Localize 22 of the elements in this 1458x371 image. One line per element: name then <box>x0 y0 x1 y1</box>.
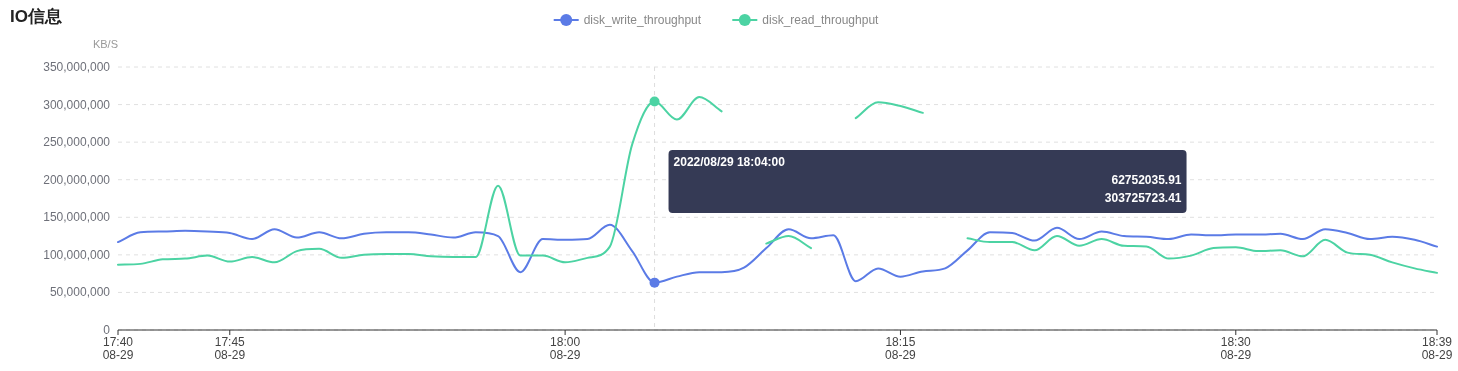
y-tick-label: 50,000,000 <box>49 285 111 300</box>
y-axis-title: KB/S <box>92 38 118 50</box>
annotation: 62752035.91 <box>1111 173 1182 187</box>
chart-title: IO信息 <box>10 7 62 26</box>
x-tick-label: 18:39 08-29 <box>1421 335 1453 362</box>
y-tick-label: 150,000,000 <box>43 210 111 225</box>
y-tick-label: 100,000,000 <box>43 247 111 262</box>
tooltip: 2022/08/29 18:04:00 62752035.91 303725723.41 <box>668 150 1187 213</box>
legend-label: disk_write_throughput <box>583 13 702 27</box>
legend-label: disk_read_throughput <box>762 13 880 27</box>
x-tick-label: 18:15 08-29 <box>885 335 917 362</box>
x-tick-label: 18:30 08-29 <box>1220 335 1252 362</box>
y-tick-label: 250,000,000 <box>43 135 111 150</box>
annotation: 2022/08/29 18:04:00 <box>673 155 786 169</box>
annotation: 303725723.41 <box>1104 191 1182 205</box>
x-tick-label: 17:40 08-29 <box>102 335 134 362</box>
x-tick-label: 17:45 08-29 <box>214 335 246 362</box>
y-tick-label: 200,000,000 <box>43 172 111 187</box>
x-tick-label: 18:00 08-29 <box>549 335 581 362</box>
y-tick-label: 300,000,000 <box>43 97 111 112</box>
y-tick-label: 350,000,000 <box>43 60 111 74</box>
y-tick-label: 0 <box>103 323 111 337</box>
